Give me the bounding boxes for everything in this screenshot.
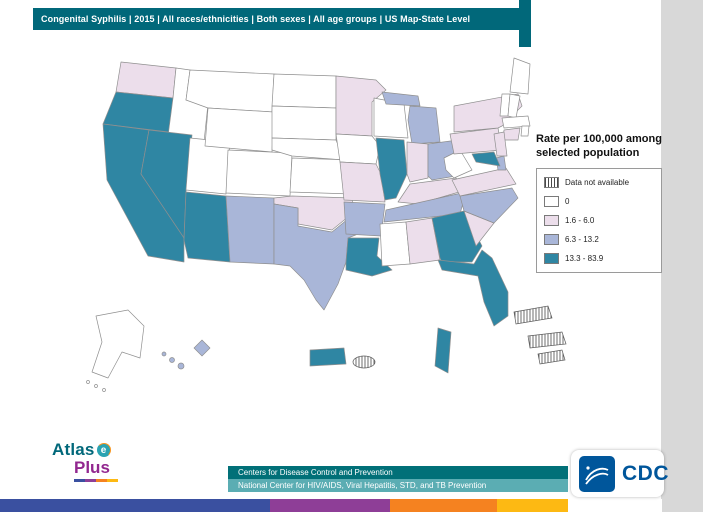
state-nebraska[interactable] — [271, 137, 345, 161]
state-delaware[interactable] — [495, 155, 507, 171]
state-new-hampshire[interactable] — [507, 93, 521, 119]
stripe-segment-yellow — [497, 499, 568, 512]
legend-label: Data not available — [565, 177, 630, 187]
legend-panel: Data not available 0 1.6 - 6.0 6.3 - 13.… — [536, 167, 662, 273]
state-maryland[interactable] — [471, 151, 501, 167]
state-wyoming[interactable] — [204, 107, 275, 153]
state-arkansas[interactable] — [343, 201, 386, 237]
map-legend: Rate per 100,000 among selected populati… — [536, 132, 662, 273]
state-alaska-aleutians[interactable] — [94, 384, 98, 388]
legend-item-low: 1.6 - 6.0 — [544, 214, 654, 226]
legend-item-mid: 6.3 - 13.2 — [544, 233, 654, 245]
state-rhode-island[interactable] — [520, 125, 530, 137]
state-south-dakota[interactable] — [271, 105, 337, 141]
state-new-mexico[interactable] — [225, 195, 275, 265]
legend-label: 13.3 - 83.9 — [565, 253, 604, 263]
header-side-tab — [519, 0, 531, 47]
legend-title: Rate per 100,000 among selected populati… — [536, 133, 662, 160]
legend-label: 1.6 - 6.0 — [565, 215, 595, 225]
state-hawaii-island[interactable] — [177, 362, 185, 370]
state-massachusetts[interactable] — [501, 115, 531, 129]
legend-item-high: 13.3 - 83.9 — [544, 252, 654, 264]
state-louisiana[interactable] — [345, 237, 393, 277]
logo-tagline-marks — [74, 479, 118, 482]
state-iowa[interactable] — [335, 133, 381, 165]
cdc-eagle-icon — [585, 465, 609, 485]
legend-label: 6.3 - 13.2 — [565, 234, 599, 244]
plus-wordmark: Plus — [74, 458, 110, 477]
footer-bar-1: Centers for Disease Control and Preventi… — [228, 466, 568, 479]
territory-american-samoa[interactable] — [513, 305, 553, 325]
legend-swatch-white — [544, 195, 559, 207]
legend-swatch-pink — [544, 214, 559, 226]
atlasplus-logo[interactable]: Atlas e Plus — [52, 440, 152, 482]
us-choropleth-map — [76, 48, 616, 398]
state-hawaii[interactable] — [193, 339, 211, 357]
state-connecticut[interactable] — [502, 127, 521, 141]
globe-letter: e — [100, 445, 107, 456]
footer-agency-line2: National Center for HIV/AIDS, Viral Hepa… — [238, 481, 487, 490]
globe-icon: e — [96, 443, 111, 457]
state-missouri[interactable] — [339, 161, 386, 203]
state-indiana[interactable] — [406, 141, 429, 183]
state-michigan[interactable] — [407, 105, 441, 145]
stripe-segment-blue — [0, 499, 270, 512]
cdc-logo-emblem — [579, 455, 615, 492]
territory-guam[interactable] — [434, 327, 452, 374]
legend-swatch-lightblue — [544, 233, 559, 245]
state-hawaii-island[interactable] — [161, 351, 167, 357]
cdc-logo-text: CDC — [622, 461, 669, 485]
state-michigan-upper[interactable] — [381, 91, 421, 107]
state-illinois[interactable] — [375, 137, 408, 201]
state-alaska[interactable] — [91, 309, 145, 379]
legend-item-zero: 0 — [544, 195, 654, 207]
legend-label: 0 — [565, 196, 570, 206]
map-title: Congenital Syphilis | 2015 | All races/e… — [41, 14, 471, 24]
territory-us-virgin-islands[interactable] — [352, 355, 376, 369]
state-mississippi[interactable] — [379, 221, 411, 267]
atlas-wordmark: Atlas — [52, 440, 95, 459]
state-virginia[interactable] — [451, 167, 517, 197]
state-alaska-aleutians[interactable] — [86, 380, 90, 384]
footer-bar-2: National Center for HIV/AIDS, Viral Hepa… — [228, 479, 568, 492]
legend-item-data-not-available: Data not available — [544, 176, 654, 188]
state-colorado[interactable] — [225, 149, 293, 197]
state-alaska-aleutians[interactable] — [102, 388, 106, 392]
legend-swatch-hatched — [544, 176, 559, 188]
state-maine[interactable] — [509, 57, 531, 95]
state-hawaii-island[interactable] — [169, 357, 175, 363]
stripe-segment-orange — [390, 499, 497, 512]
territory-n-mariana-islands[interactable] — [537, 349, 566, 365]
cdc-logo[interactable]: CDC — [571, 450, 669, 497]
state-new-jersey[interactable] — [493, 131, 508, 157]
state-north-dakota[interactable] — [271, 73, 337, 109]
state-arizona[interactable] — [183, 191, 231, 263]
map-header-bar: Congenital Syphilis | 2015 | All races/e… — [33, 8, 519, 30]
footer-agency-line1: Centers for Disease Control and Preventi… — [238, 468, 393, 477]
page-right-gutter — [661, 0, 703, 512]
footer-color-stripe — [0, 499, 662, 512]
state-florida[interactable] — [437, 249, 509, 327]
territory-puerto-rico[interactable] — [309, 347, 347, 367]
legend-swatch-teal — [544, 252, 559, 264]
stripe-segment-purple — [270, 499, 390, 512]
territory-n-mariana-islands[interactable] — [527, 331, 567, 349]
state-north-carolina[interactable] — [459, 187, 519, 224]
